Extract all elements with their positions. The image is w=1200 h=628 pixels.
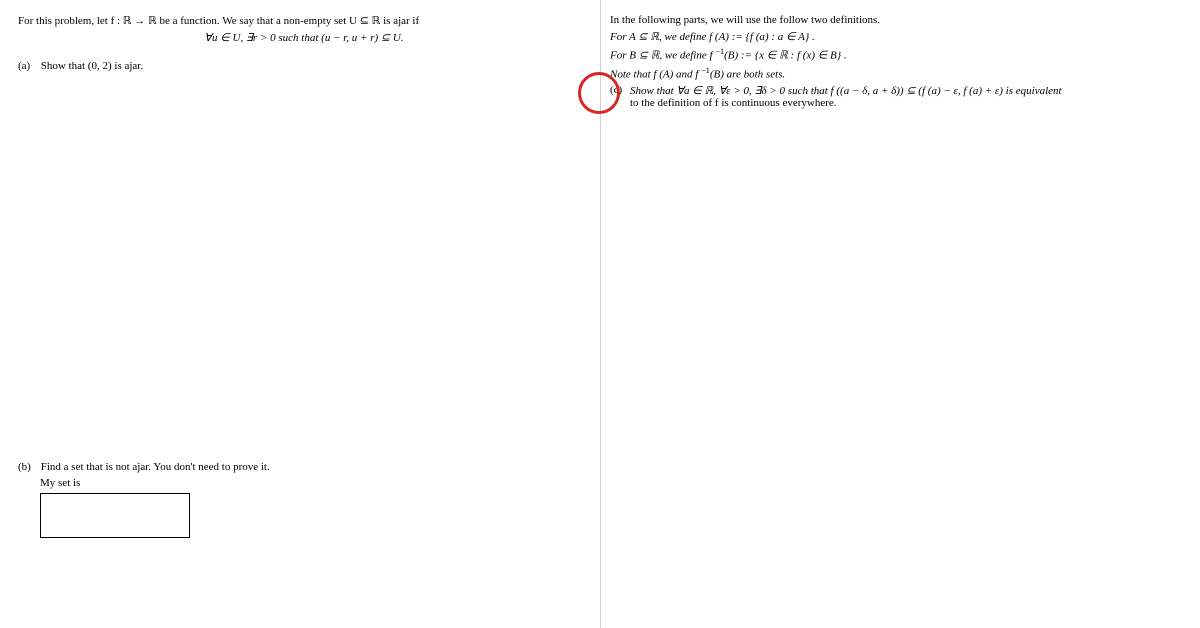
part-b-label: (b) (18, 461, 38, 473)
part-b-block: (b) Find a set that is not ajar. You don… (18, 457, 582, 538)
inverse-sup-2: −1 (701, 66, 710, 75)
part-c-text1: Show that ∀a ∈ ℝ, ∀ε > 0, ∃δ > 0 such th… (630, 85, 1062, 97)
part-a-label: (a) (18, 60, 38, 72)
ajar-definition: ∀u ∈ U, ∃r > 0 such that (u − r, u + r) … (18, 31, 590, 44)
right-intro4b: (B) are both sets. (710, 68, 785, 80)
right-intro2-text: For A ⊆ ℝ, we define f (A) := {f (a) : a… (610, 31, 815, 43)
right-intro3: For B ⊆ ℝ, we define f −1(B) := {x ∈ ℝ :… (610, 47, 1182, 62)
part-c-body: Show that ∀a ∈ ℝ, ∀ε > 0, ∃δ > 0 such th… (630, 84, 1182, 109)
right-intro1-text: In the following parts, we will use the … (610, 14, 880, 26)
intro-text: For this problem, let f : ℝ → ℝ be a fun… (18, 14, 590, 27)
part-b-prompt-line: My set is (18, 477, 582, 489)
answer-box[interactable] (40, 493, 190, 538)
right-intro1: In the following parts, we will use the … (610, 14, 1182, 26)
part-a: (a) Show that (0, 2) is ajar. (18, 60, 590, 72)
right-intro4a: Note that f (A) and f (610, 68, 701, 80)
intro-span: For this problem, let f : ℝ → ℝ be a fun… (18, 15, 419, 27)
right-intro4: Note that f (A) and f −1(B) are both set… (610, 66, 1182, 81)
part-c: (c) Show that ∀a ∈ ℝ, ∀ε > 0, ∃δ > 0 suc… (610, 84, 1182, 109)
right-intro3b: (B) := {x ∈ ℝ : f (x) ∈ B} . (724, 50, 847, 62)
part-b-prompt: My set is (40, 477, 80, 489)
right-intro3a: For B ⊆ ℝ, we define f (610, 50, 715, 62)
left-column: For this problem, let f : ℝ → ℝ be a fun… (0, 0, 600, 628)
inverse-sup-1: −1 (715, 47, 724, 56)
part-a-text: Show that (0, 2) is ajar. (41, 60, 143, 72)
ajar-def-math: ∀u ∈ U, ∃r > 0 such that (u − r, u + r) … (204, 32, 403, 44)
part-b-text: Find a set that is not ajar. You don't n… (41, 461, 270, 473)
part-c-text2: to the definition of f is continuous eve… (630, 97, 837, 109)
right-column: In the following parts, we will use the … (600, 0, 1200, 628)
part-c-label: (c) (610, 84, 630, 109)
right-intro2: For A ⊆ ℝ, we define f (A) := {f (a) : a… (610, 30, 1182, 43)
page: For this problem, let f : ℝ → ℝ be a fun… (0, 0, 1200, 628)
part-b: (b) Find a set that is not ajar. You don… (18, 461, 582, 473)
